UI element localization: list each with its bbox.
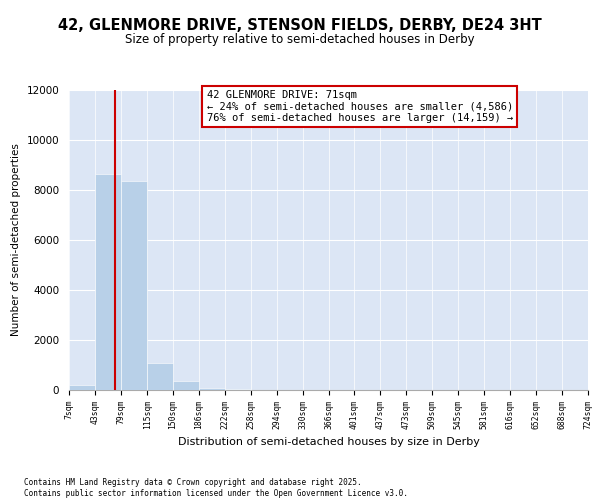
Bar [147,362,173,390]
Bar [199,388,224,390]
Bar [173,381,199,390]
Bar [121,181,147,390]
Text: Contains HM Land Registry data © Crown copyright and database right 2025.
Contai: Contains HM Land Registry data © Crown c… [24,478,408,498]
Text: 42 GLENMORE DRIVE: 71sqm
← 24% of semi-detached houses are smaller (4,586)
76% o: 42 GLENMORE DRIVE: 71sqm ← 24% of semi-d… [206,90,513,123]
Text: 42, GLENMORE DRIVE, STENSON FIELDS, DERBY, DE24 3HT: 42, GLENMORE DRIVE, STENSON FIELDS, DERB… [58,18,542,32]
Y-axis label: Number of semi-detached properties: Number of semi-detached properties [11,144,21,336]
Bar [69,385,95,390]
Bar [95,174,121,390]
Bar [224,389,251,390]
X-axis label: Distribution of semi-detached houses by size in Derby: Distribution of semi-detached houses by … [178,438,479,448]
Text: Size of property relative to semi-detached houses in Derby: Size of property relative to semi-detach… [125,32,475,46]
